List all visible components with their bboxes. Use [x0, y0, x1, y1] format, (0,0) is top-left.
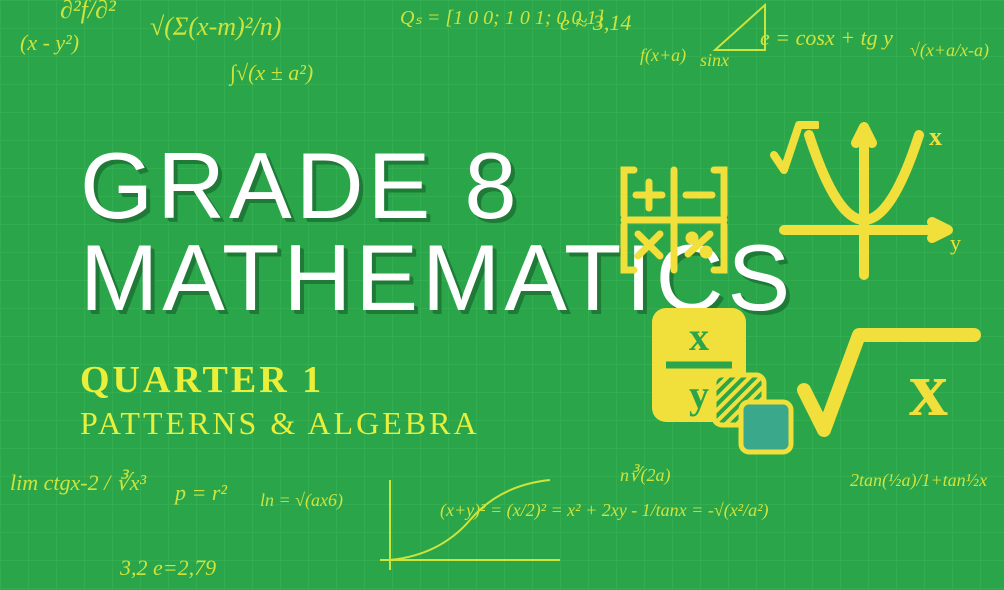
sqrt-label: x: [909, 345, 948, 432]
math-icons-cluster: x y x y x: [624, 130, 984, 460]
operators-grid-icon: [614, 160, 734, 280]
doodle: lim ctgx-2 / ∛x³: [10, 470, 146, 496]
doodle: ∫√(x ± a²): [230, 60, 313, 86]
axis-y-label: y: [950, 230, 961, 255]
doodle-graph-icon: [360, 470, 580, 580]
doodle: (x - y²): [20, 30, 79, 56]
doodle: p = r²: [175, 480, 227, 506]
topic-label: PATTERNS & ALGEBRA: [80, 405, 480, 442]
fraction-denominator: y: [689, 372, 709, 417]
doodle: 3,2 e=2,79: [120, 555, 216, 581]
axis-x-label: x: [929, 122, 942, 151]
doodle: e = cosx + tg y: [760, 25, 893, 51]
doodle: ln = √(ax6): [260, 490, 343, 511]
doodle: e ≈ 3,14: [560, 10, 631, 36]
doodle-triangle-icon: [710, 0, 770, 60]
quarter-label: QUARTER 1: [80, 358, 324, 402]
doodle: n∛(2a): [620, 465, 670, 486]
sqrt-x-icon: x: [794, 320, 984, 450]
doodle: √(Σ(x-m)²/n): [150, 12, 281, 42]
fraction-numerator: x: [689, 314, 709, 359]
doodle: f(x+a): [640, 45, 686, 66]
doodle: 2tan(½a)/1+tan½x: [850, 470, 987, 491]
doodle: ∂²f/∂²: [60, 0, 116, 25]
overlap-squares-icon: [709, 370, 799, 460]
doodle: √(x+a/x-a): [910, 40, 989, 61]
radical-small-icon: [769, 115, 819, 185]
